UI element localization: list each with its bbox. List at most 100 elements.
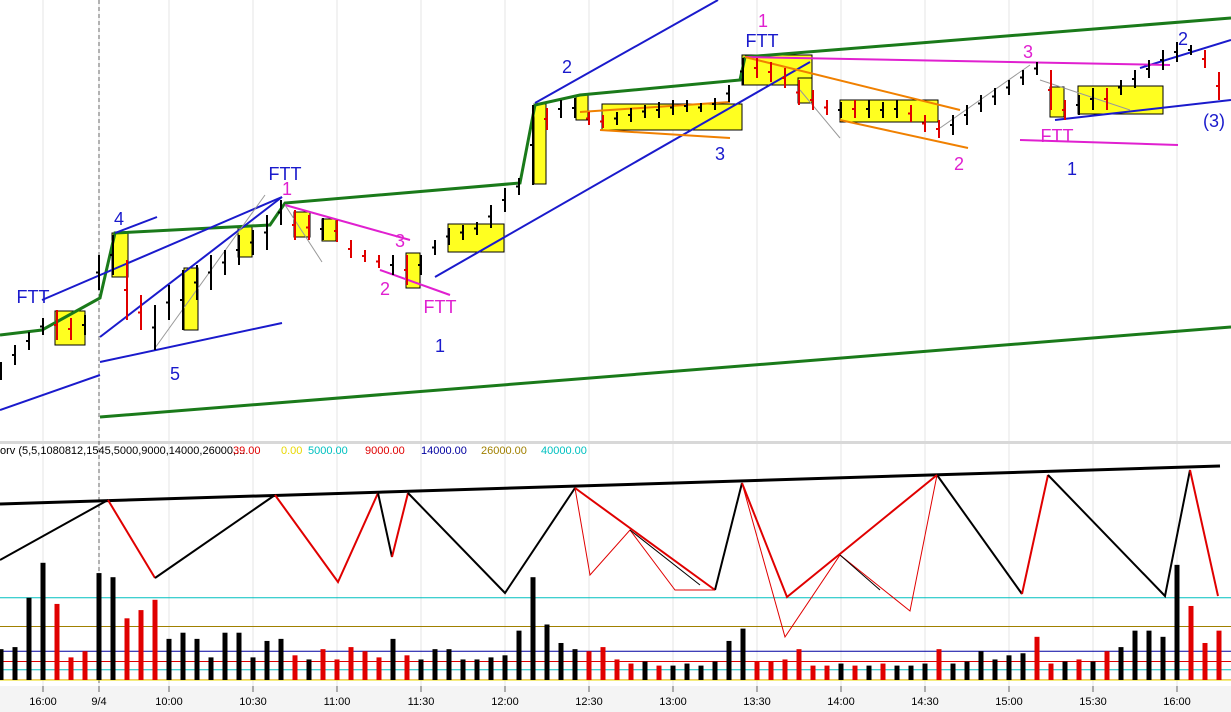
zigzag-thin	[839, 554, 881, 591]
blue-line	[99, 196, 283, 338]
x-tick-label: 10:00	[155, 696, 183, 708]
volume-bar	[642, 661, 648, 680]
indicator-title: orv (5,5,1080812,1545,5000,9000,14000,26…	[0, 445, 245, 457]
blue-line	[1054, 99, 1231, 121]
volume-bars	[0, 562, 1222, 680]
volume-bar	[544, 624, 550, 680]
zigzag-segment	[1021, 474, 1049, 595]
x-tick-label: 15:30	[1079, 696, 1107, 708]
volume-bar	[852, 665, 858, 680]
gray-line	[939, 64, 1031, 129]
volume-bar	[460, 659, 466, 680]
green-line	[744, 16, 1231, 59]
x-tick-label: 16:00	[1163, 696, 1191, 708]
volume-bar	[222, 632, 228, 680]
volume-bar	[1118, 647, 1124, 680]
x-tick-label: 9/4	[91, 696, 106, 708]
volume-bar	[922, 663, 928, 680]
trend-lines	[0, 0, 1231, 419]
volume-bar	[670, 665, 676, 680]
volume-bar	[880, 663, 886, 680]
annotation: FTT	[17, 287, 50, 307]
volume-bar	[950, 663, 956, 680]
x-tick-label: 14:30	[911, 696, 939, 708]
volume-bar	[292, 655, 298, 680]
zigzag-segment	[0, 499, 109, 561]
zigzag-segment	[407, 487, 576, 595]
orange-line	[744, 56, 961, 111]
box	[533, 103, 547, 185]
volume-bar	[320, 649, 326, 680]
orange-line	[839, 119, 969, 149]
annotation: 2	[954, 154, 964, 174]
blue-line	[114, 216, 158, 234]
volume-bar	[866, 665, 872, 680]
volume-bar	[810, 665, 816, 680]
volume-bar	[488, 657, 494, 680]
annotation: 3	[395, 231, 405, 251]
zigzag-segment	[714, 482, 743, 591]
volume-bar	[656, 665, 662, 680]
magenta-line	[379, 269, 451, 296]
zigzag-thin	[629, 529, 701, 586]
green-line	[0, 56, 747, 337]
annotation: 1	[435, 336, 445, 356]
box	[321, 218, 337, 242]
volume-bar	[1174, 564, 1180, 680]
zigzag	[0, 464, 1221, 639]
volume-bar	[628, 663, 634, 680]
level-label: 26000.00	[481, 445, 527, 457]
magenta-line	[1019, 139, 1179, 146]
annotation: FTT	[269, 164, 302, 184]
annotation: 2	[380, 279, 390, 299]
annotation: (3)	[1203, 111, 1225, 131]
volume-bar	[334, 659, 340, 680]
volume-bar	[96, 573, 102, 680]
volume-bar	[768, 661, 774, 680]
volume-bar	[698, 665, 704, 680]
volume-bar	[516, 630, 522, 680]
x-tick-label: 11:00	[324, 696, 351, 708]
volume-bar	[838, 663, 844, 680]
volume-bar	[964, 661, 970, 680]
zigzag-segment	[1047, 469, 1191, 599]
green-line	[99, 325, 1231, 419]
x-tick-label: 15:00	[995, 696, 1023, 708]
level-label: 14000.00	[421, 445, 467, 457]
zigzag-segment	[391, 492, 409, 558]
volume-bar	[1216, 630, 1222, 680]
panel-separator	[0, 441, 1231, 444]
level-label: 39.00	[233, 445, 261, 457]
volume-bar	[390, 638, 396, 680]
box	[1049, 86, 1065, 118]
volume-bar	[82, 651, 88, 680]
volume-bar	[558, 642, 564, 680]
volume-bar	[348, 647, 354, 680]
volume-bar	[208, 657, 214, 680]
zigzag-segment	[154, 494, 276, 579]
time-axis	[0, 686, 1231, 712]
volume-bar	[138, 610, 144, 680]
blue-line	[534, 0, 719, 104]
volume-bar	[376, 657, 382, 680]
volume-bar	[1006, 655, 1012, 680]
volume-bar	[306, 659, 312, 680]
level-label: 40000.00	[541, 445, 587, 457]
volume-bar	[978, 651, 984, 680]
volume-bar	[586, 651, 592, 680]
blue-line	[1139, 39, 1231, 69]
volume-bar	[40, 562, 46, 680]
x-tick-label: 11:30	[408, 696, 435, 708]
box	[293, 211, 311, 238]
x-tick-label: 13:00	[659, 696, 687, 708]
annotation: FTT	[424, 297, 457, 317]
volume-bar	[530, 577, 536, 680]
volume-bar	[404, 655, 410, 680]
volume-bar	[110, 577, 116, 680]
gray-line	[284, 204, 323, 263]
volume-bar	[1146, 630, 1152, 680]
volume-bar	[1104, 651, 1110, 680]
level-label: 5000.00	[308, 445, 348, 457]
annotation: 2	[562, 57, 572, 77]
